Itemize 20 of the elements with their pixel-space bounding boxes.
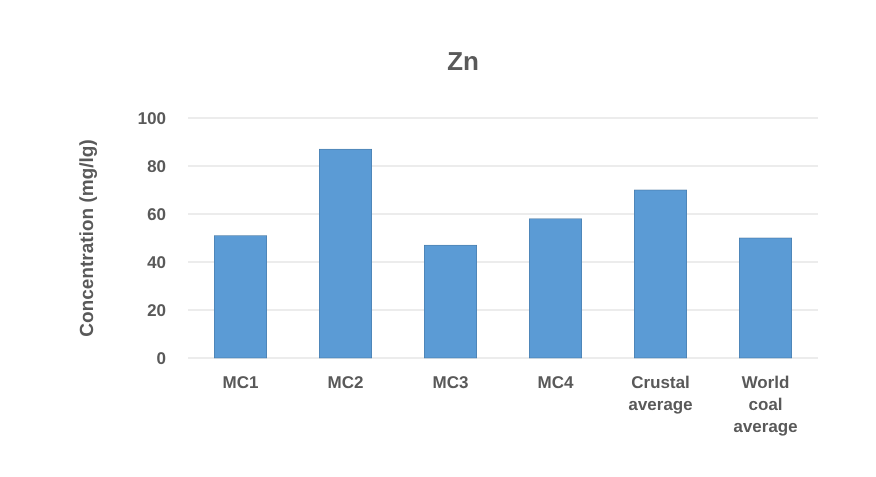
bar xyxy=(319,148,372,358)
y-tick-label: 40 xyxy=(147,252,166,272)
x-tick-label: Crustal average xyxy=(628,373,693,414)
x-tick-label: MC3 xyxy=(432,373,468,392)
bar xyxy=(214,235,267,358)
y-tick-label: 80 xyxy=(147,156,166,176)
y-tick-label: 0 xyxy=(156,348,166,368)
x-tick-label: MC4 xyxy=(538,373,574,392)
bar xyxy=(739,238,792,358)
y-tick-label: 20 xyxy=(147,300,166,320)
x-tick-label: MC2 xyxy=(328,373,364,392)
x-tick-label: World coal average xyxy=(733,373,798,436)
chart-title: Zn xyxy=(447,46,479,76)
bar xyxy=(424,244,477,358)
bar xyxy=(634,190,687,358)
y-tick-label: 100 xyxy=(138,108,166,128)
y-tick-label: 60 xyxy=(147,204,166,224)
y-axis-title: Concentration (mg/lg) xyxy=(77,139,98,337)
x-tick-label: MC1 xyxy=(222,373,258,392)
bar xyxy=(529,218,582,358)
